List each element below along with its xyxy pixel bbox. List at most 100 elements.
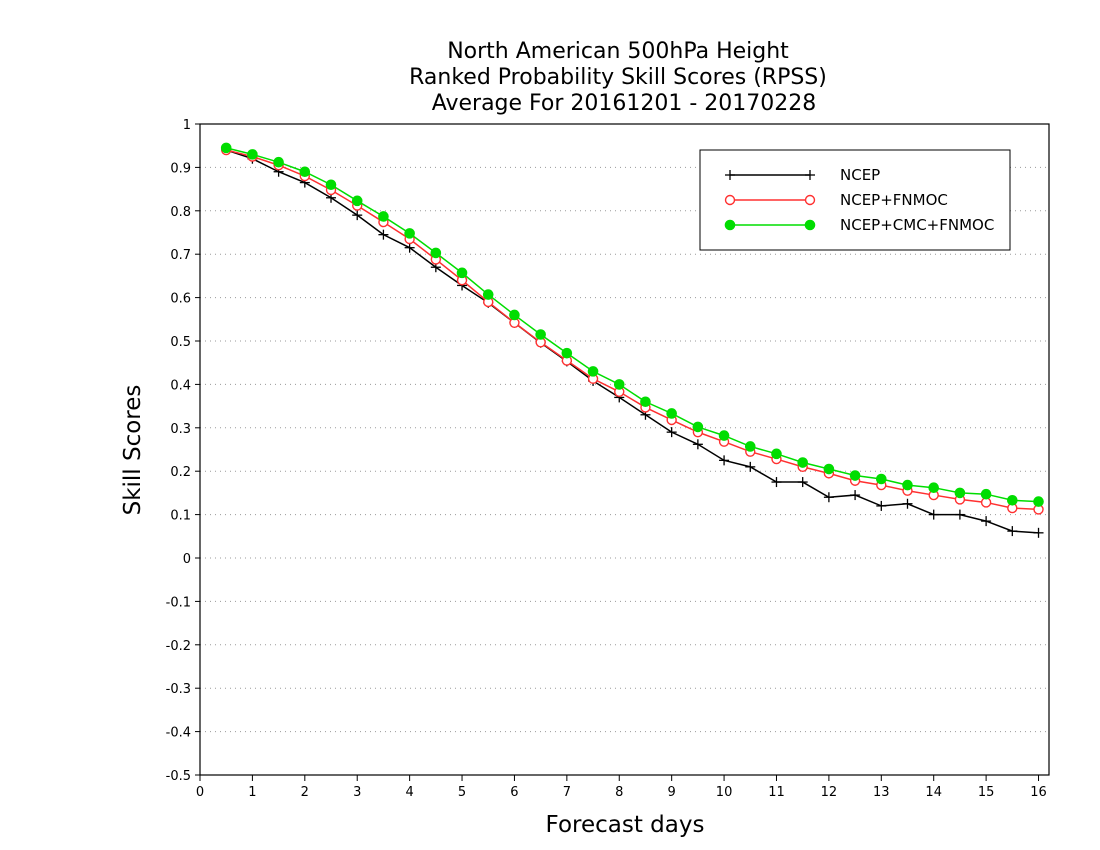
x-tick-label: 6 [510,785,518,800]
data-point [352,210,363,221]
x-tick-label: 11 [768,785,785,800]
data-point [666,408,677,419]
data-point [902,498,913,509]
data-point [804,194,816,206]
y-tick-label: 0.5 [170,335,191,350]
data-point [875,473,887,485]
x-tick-label: 10 [716,785,733,800]
data-point [666,427,677,438]
y-tick-label: -0.5 [166,769,191,784]
plot-frame [199,123,1050,776]
data-point [719,455,730,466]
x-tick-label: 7 [563,785,571,800]
data-point [771,477,782,488]
data-point [247,149,258,160]
data-point [692,421,704,433]
y-axis-title: Skill Scores [120,385,146,516]
data-point [378,229,389,240]
data-point [797,457,808,468]
data-point [902,479,913,491]
x-tick-label: 3 [353,785,361,800]
data-point [587,366,599,377]
data-point [823,463,835,475]
data-point [430,247,442,259]
data-point [561,347,573,359]
data-point [954,487,966,499]
legend-entry: NCEP+FNMOC [724,191,948,209]
data-point [220,142,232,154]
data-point [378,211,389,222]
x-tick-label: 4 [405,785,413,800]
x-tick-label: 12 [821,785,838,800]
y-tick-label: 0.3 [170,422,191,437]
data-point [850,490,861,501]
data-point [724,194,736,206]
axes: -0.5 -0.4 -0.3 -0.2 -0.1 0 0.1 0.2 0.3 0.4 0.5 0.6 0… [166,118,1050,800]
data-point [849,470,861,481]
data-point [1007,526,1018,537]
x-tick-label: 16 [1030,785,1047,800]
data-point [823,492,834,503]
data-point [351,195,363,207]
data-point [640,396,651,408]
y-tick-label: -0.4 [166,726,191,741]
y-tick-label: 1 [183,118,191,133]
x-tick-label: 14 [925,785,942,800]
legend-entry: NCEP [725,166,880,184]
x-tick-label: 1 [248,785,256,800]
data-point [928,509,939,520]
y-tick-label: -0.1 [166,595,191,610]
data-point [325,179,337,191]
title-line-3: Average For 20161201 - 20170228 [432,91,817,116]
legend: NCEP NCEP+FNMOC NCEP+CMC+FNMOC [699,149,1011,251]
data-point [804,219,816,231]
data-point [1033,496,1044,507]
data-point [805,170,815,180]
y-tick-label: -0.3 [166,682,191,697]
data-point [718,430,730,441]
series-ncep-cmc-fnmoc [220,142,1044,507]
y-tick-label: 0.7 [170,248,191,263]
data-point [456,267,468,279]
data-point [692,439,703,450]
data-point [725,170,735,180]
data-point [1033,527,1044,538]
data-point [273,156,284,168]
data-point [981,516,992,527]
title-line-1: North American 500hPa Height [447,39,789,64]
x-tick-label: 5 [458,785,466,800]
data-point [797,477,808,488]
x-tick-label: 2 [301,785,309,800]
data-point [535,329,546,340]
x-axis-title: Forecast days [546,812,705,838]
y-tick-label: 0.4 [170,378,191,393]
x-tick-label: 13 [873,785,890,800]
data-point [771,448,782,460]
x-tick-label: 15 [978,785,995,800]
legend-label: NCEP+FNMOC [840,191,948,209]
y-tick-label: 0.6 [170,292,191,307]
y-tick-label: 0.9 [170,161,191,176]
data-point [404,242,415,253]
y-tick-label: -0.2 [166,639,191,654]
data-point [1007,494,1018,506]
series [220,142,1044,538]
data-point [613,379,625,390]
y-tick-label: 0.1 [170,509,191,524]
legend-entry: NCEP+CMC+FNMOC [724,216,994,234]
x-tick-label: 8 [615,785,623,800]
gridlines [200,166,1049,733]
x-tick-label: 9 [668,785,676,800]
y-tick-label: 0.8 [170,205,191,220]
data-point [724,219,736,231]
y-tick-label: 0.2 [170,465,191,480]
data-point [482,289,494,300]
data-point [928,482,940,493]
legend-label: NCEP [840,166,880,184]
data-point [509,309,520,321]
chart-title: North American 500hPa Height Ranked Prob… [409,39,827,116]
data-point [404,228,415,239]
y-tick-label: 0 [183,552,191,567]
x-tick-label: 0 [196,785,204,800]
